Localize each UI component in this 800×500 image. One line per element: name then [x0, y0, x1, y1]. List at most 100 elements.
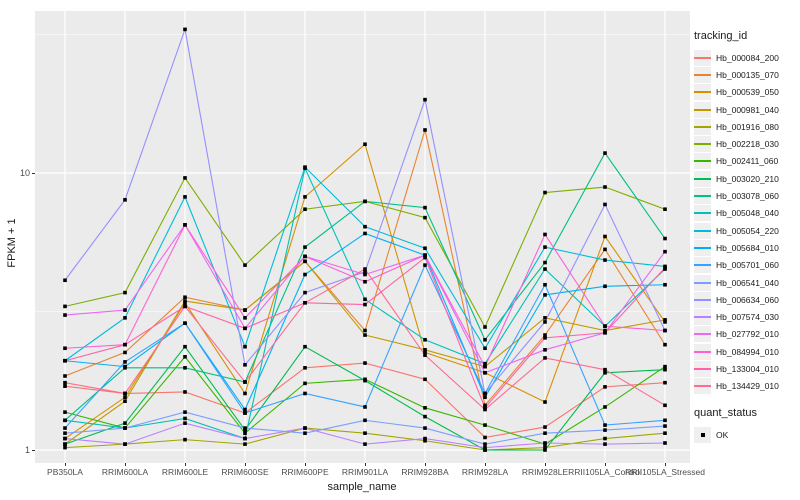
legend-item-Hb_002411_060: Hb_002411_060: [694, 153, 800, 170]
data-point: [483, 346, 487, 351]
legend-key: [694, 153, 711, 170]
data-point: [183, 223, 187, 227]
legend-item-Hb_000539_050: Hb_000539_050: [694, 84, 800, 101]
line-swatch-icon: [694, 177, 711, 180]
line-swatch-icon: [694, 316, 711, 319]
data-point: [363, 431, 367, 435]
data-point: [183, 366, 187, 370]
data-point: [183, 27, 187, 32]
data-point: [423, 263, 427, 267]
data-point: [663, 207, 667, 212]
data-point: [603, 423, 607, 427]
data-point: [603, 328, 607, 333]
legend-item-Hb_133004_010: Hb_133004_010: [694, 360, 800, 377]
data-point: [183, 195, 187, 199]
legend-item-Hb_027792_010: Hb_027792_010: [694, 326, 800, 343]
data-point: [123, 421, 127, 425]
legend-label: Hb_002411_060: [716, 156, 779, 167]
data-point: [543, 245, 547, 249]
data-point: [123, 442, 127, 446]
legend-key: [694, 309, 711, 326]
data-point: [663, 282, 667, 287]
data-point: [423, 215, 427, 220]
data-point: [123, 308, 127, 312]
x-tick-mark: [185, 463, 186, 466]
data-point: [123, 290, 127, 295]
x-tick-mark: [425, 463, 426, 466]
legend-key: [694, 326, 711, 343]
data-point: [663, 249, 667, 254]
data-point: [363, 272, 367, 277]
legend-key: [694, 239, 711, 256]
data-point: [423, 246, 427, 251]
data-point: [303, 195, 307, 199]
data-point: [363, 267, 367, 271]
data-point: [63, 442, 67, 446]
data-point: [63, 374, 67, 378]
legend-label: Hb_133004_010: [716, 363, 779, 374]
legend-item-Hb_134429_010: Hb_134429_010: [694, 378, 800, 395]
data-point: [363, 405, 367, 409]
data-point: [183, 390, 187, 394]
data-point: [603, 185, 607, 189]
line-swatch-icon: [694, 385, 711, 388]
legend-item-Hb_005701_060: Hb_005701_060: [694, 257, 800, 274]
x-tick-label-RRII105LA_Control: RRII105LA_Control: [568, 467, 642, 477]
data-point: [663, 403, 667, 408]
data-point: [543, 448, 547, 452]
data-point: [63, 384, 67, 388]
data-point: [243, 431, 247, 435]
data-point: [363, 224, 367, 229]
legend-item-Hb_000981_040: Hb_000981_040: [694, 101, 800, 118]
legend-item-Hb_005054_220: Hb_005054_220: [694, 222, 800, 239]
x-tick-label-RRII105LA_Stressed: RRII105LA_Stressed: [625, 467, 705, 477]
data-point: [483, 445, 487, 450]
data-point: [183, 295, 187, 300]
data-point: [543, 267, 547, 271]
data-point: [183, 355, 187, 359]
legend-title-quant-status: quant_status: [694, 406, 757, 419]
point-swatch-icon: [700, 432, 705, 437]
data-point: [423, 350, 427, 355]
data-point: [363, 442, 367, 446]
data-point: [663, 342, 667, 347]
data-point: [303, 165, 307, 169]
data-point: [123, 391, 127, 396]
legend-item-Hb_002218_030: Hb_002218_030: [694, 135, 800, 153]
data-point: [363, 297, 367, 302]
legend-label: Hb_003020_210: [716, 173, 779, 184]
data-point: [183, 344, 187, 349]
legend-item-Hb_006541_040: Hb_006541_040: [694, 274, 800, 291]
data-point: [63, 304, 67, 309]
x-tick-label-RRIM600PE: RRIM600PE: [281, 467, 329, 477]
data-point: [543, 400, 547, 404]
data-point: [483, 423, 487, 427]
legend-label: Hb_003078_060: [716, 191, 779, 202]
data-point: [543, 333, 547, 337]
data-point: [123, 395, 127, 400]
line-swatch-icon: [694, 108, 711, 111]
data-point: [243, 316, 247, 320]
data-point: [183, 416, 187, 421]
legend-label: Hb_007574_030: [716, 312, 779, 323]
data-point: [303, 254, 307, 259]
chart-canvas: [35, 11, 690, 463]
data-point: [303, 431, 307, 435]
data-point: [183, 421, 187, 425]
data-point: [303, 391, 307, 396]
data-point: [603, 370, 607, 375]
data-point: [123, 350, 127, 355]
quant-ok-key: [694, 426, 711, 443]
legend-label: Hb_000135_070: [716, 69, 779, 80]
data-point: [243, 428, 247, 432]
x-tick-mark: [365, 463, 366, 466]
data-point: [183, 321, 187, 325]
data-point: [243, 326, 247, 331]
data-point: [663, 380, 667, 385]
data-point: [603, 258, 607, 262]
data-point: [543, 260, 547, 265]
x-tick-mark: [665, 463, 666, 466]
data-point: [663, 364, 667, 369]
data-point: [363, 231, 367, 236]
